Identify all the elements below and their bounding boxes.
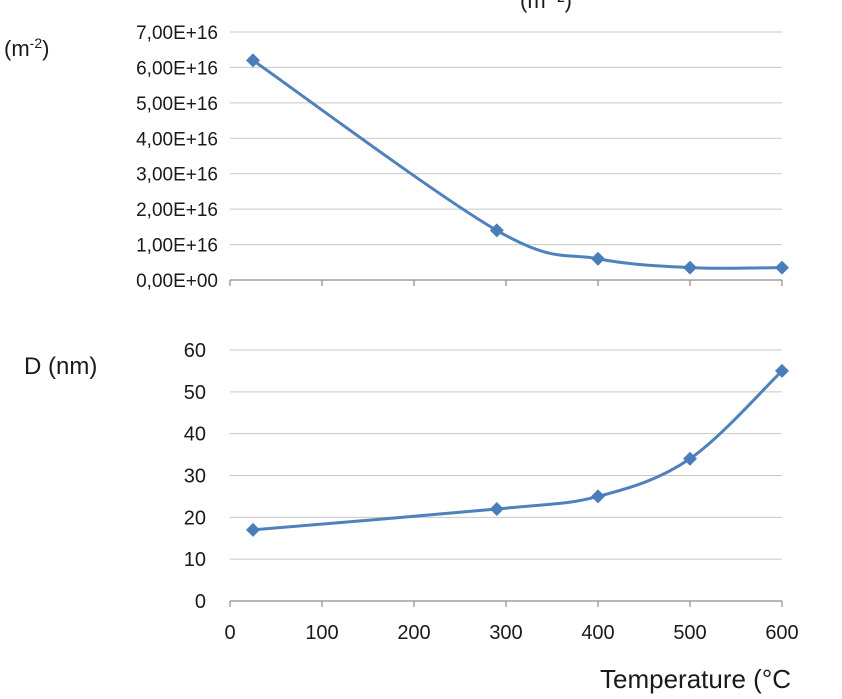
top-data-point [489, 223, 504, 238]
chart-top-ylabel: (m-2) [4, 35, 49, 61]
chart-top-title-fragment: (m⁻²) [520, 0, 572, 13]
top-y-tick-label: 4,00E+16 [136, 129, 218, 150]
x-tick-label: 100 [305, 622, 338, 644]
bottom-y-tick-label: 60 [184, 340, 206, 362]
chart-bottom-ylabel: D (nm) [24, 353, 97, 380]
x-tick-label: 200 [397, 622, 430, 644]
bottom-data-point [489, 501, 504, 516]
bottom-y-tick-label: 10 [184, 549, 206, 571]
top-y-tick-label: 1,00E+16 [136, 236, 218, 257]
top-y-tick-label: 0,00E+00 [136, 271, 218, 292]
bottom-data-point [683, 451, 697, 466]
top-data-point [591, 251, 605, 266]
x-tick-label: 500 [673, 622, 706, 644]
top-y-tick-label: 6,00E+16 [136, 58, 218, 79]
top-y-tick-label: 2,00E+16 [136, 200, 218, 221]
bottom-y-tick-label: 40 [184, 424, 206, 446]
top-y-tick-label: 5,00E+16 [136, 94, 218, 115]
top-series-line [252, 59, 783, 270]
x-tick-label: 0 [224, 622, 235, 644]
bottom-y-tick-label: 0 [195, 591, 206, 613]
top-data-point [775, 260, 789, 275]
bottom-data-point [246, 522, 260, 537]
x-tick-label: 300 [489, 622, 522, 644]
bottom-y-tick-label: 50 [184, 382, 206, 404]
bottom-series-line [252, 369, 784, 532]
top-data-point [683, 260, 697, 275]
x-axis-label: Temperature (°C [600, 664, 791, 694]
x-tick-label: 600 [765, 622, 798, 644]
bottom-data-point [775, 363, 789, 378]
chart-top-plot: 0,00E+00 1,00E+16 2,00E+16 3,00E+16 4,00E+16… [136, 23, 789, 292]
bottom-data-point [591, 489, 605, 504]
x-tick-label: 400 [581, 622, 614, 644]
bottom-y-tick-label: 30 [184, 466, 206, 488]
bottom-y-tick-label: 20 [184, 507, 206, 529]
top-y-tick-label: 7,00E+16 [136, 23, 218, 44]
top-data-point [246, 53, 260, 68]
top-y-tick-label: 3,00E+16 [136, 165, 218, 186]
